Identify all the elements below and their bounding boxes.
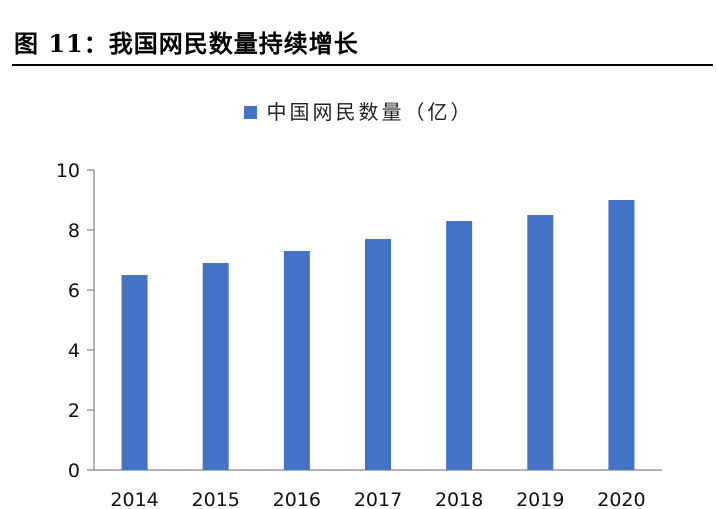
y-tick-label: 6: [68, 280, 80, 302]
bar-2014: [121, 275, 148, 470]
x-tick-label: 2015: [192, 489, 240, 509]
bar-2015: [202, 263, 229, 470]
x-tick-label: 2020: [597, 489, 645, 509]
chart-legend: 中国网民数量（亿）: [0, 96, 717, 125]
y-tick-label: 8: [68, 220, 80, 242]
legend-swatch: [243, 106, 257, 119]
x-tick-label: 2016: [273, 489, 321, 509]
x-tick-label: 2019: [516, 489, 564, 509]
y-tick-label: 0: [68, 460, 80, 482]
x-tick-label: 2014: [110, 489, 158, 509]
bar-2020: [608, 200, 635, 470]
x-tick-label: 2017: [354, 489, 402, 509]
x-tick-label: 2018: [435, 489, 483, 509]
y-tick-label: 4: [68, 340, 80, 362]
bar-2017: [365, 239, 391, 470]
figure-title: 图 11：我国网民数量持续增长: [14, 29, 359, 58]
title-divider: [12, 64, 713, 66]
legend-label: 中国网民数量（亿）: [266, 100, 474, 124]
bar-2016: [283, 251, 310, 470]
bar-2019: [527, 215, 554, 470]
bar-2018: [446, 221, 473, 470]
y-tick-label: 10: [56, 160, 80, 182]
y-tick-label: 2: [68, 400, 80, 422]
